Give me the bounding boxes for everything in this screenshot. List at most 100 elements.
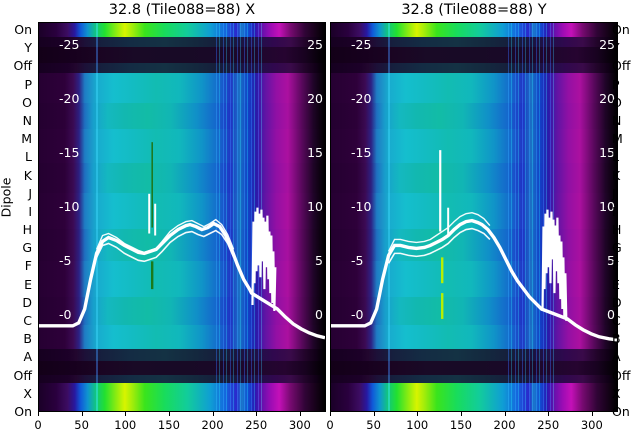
plot-area-y <box>331 23 617 411</box>
dipole-label-n: N <box>612 112 622 128</box>
trace-secondary <box>387 211 491 252</box>
dipole-label-on: On <box>14 22 32 37</box>
noise-streak-single <box>388 23 391 411</box>
panel-title-right: 32.8 (Tile088=88) Y <box>401 2 547 18</box>
dipole-label-h: H <box>612 222 622 238</box>
dipole-label-a: A <box>23 349 32 365</box>
dipole-label-off: Off <box>13 58 32 74</box>
trace-noise-burst <box>251 207 277 312</box>
heatmap-row <box>331 375 617 383</box>
heatmap-row <box>331 229 617 261</box>
ytick-label-right: 10 <box>307 199 323 214</box>
heatmap-row <box>331 325 617 349</box>
ytick-label: - 10 <box>351 199 372 214</box>
heatmap-row <box>39 129 325 163</box>
ytick-label-right: 25 <box>599 37 615 52</box>
x-tick-mark <box>168 412 170 416</box>
heatmap-row <box>331 23 617 37</box>
heatmap-row <box>39 103 325 129</box>
dipole-label-a: A <box>612 349 621 365</box>
x-tick-label: 300 <box>288 418 311 432</box>
panel-title-left: 32.8 (Tile088=88) X <box>108 2 256 18</box>
ytick-label-right: 0 <box>607 307 615 322</box>
ytick-label: - 0 <box>351 307 364 322</box>
ytick-label: - 5 <box>59 253 72 268</box>
heatmap-row <box>331 37 617 47</box>
heatmap-row <box>39 47 325 63</box>
heatmap-row <box>331 361 617 375</box>
dipole-label-on: On <box>14 404 32 419</box>
trace-noise-burst <box>541 209 568 321</box>
dipole-label-o: O <box>22 94 32 110</box>
heatmap-row <box>331 47 617 63</box>
dipole-label-f: F <box>24 258 32 274</box>
dipole-label-d: D <box>612 294 622 310</box>
ytick-label: - 5 <box>351 253 364 268</box>
dipole-label-o: O <box>612 94 622 110</box>
dipole-label-m: M <box>21 131 32 147</box>
trace-overlay-y <box>331 150 617 342</box>
spectrogram-panel-x[interactable]: - 25 - 20 - 15 - 10 - 5 - 0 25 20 15 10 … <box>38 22 326 412</box>
x-tick-mark <box>373 412 375 416</box>
ytick-label: - 20 <box>351 91 372 106</box>
x-tick-label: 0 <box>34 418 42 432</box>
trace-main <box>39 221 325 340</box>
heatmap-row <box>331 103 617 129</box>
ytick-label-right: 15 <box>599 145 615 160</box>
ytick-label-right: 0 <box>315 307 323 322</box>
heatmap-row <box>39 349 325 361</box>
x-tick-label: 150 <box>449 418 472 432</box>
dipole-label-on: On <box>612 404 630 419</box>
dipole-label-y: Y <box>24 40 32 56</box>
x-axis-right: 0 50 100 150 200 250 300 <box>326 412 618 440</box>
heatmap-row <box>39 375 325 383</box>
ytick-label: - 15 <box>59 145 80 160</box>
x-tick-mark <box>591 412 593 416</box>
x-tick-label: 50 <box>74 418 89 432</box>
heatmap-row <box>331 383 617 411</box>
x-tick-mark <box>212 412 214 416</box>
heatmap-row <box>39 73 325 103</box>
dipole-label-d: D <box>22 294 32 310</box>
x-tick-mark <box>460 412 462 416</box>
dipole-label-g: G <box>612 240 622 256</box>
heatmap-row <box>39 23 325 37</box>
x-tick-mark <box>548 412 550 416</box>
heatmap-row <box>331 163 617 193</box>
dipole-label-b: B <box>612 331 621 347</box>
x-tick-label: 250 <box>537 418 560 432</box>
trace-main <box>331 218 617 342</box>
x-tick-label: 200 <box>201 418 224 432</box>
dipole-label-l: L <box>612 149 619 165</box>
dipole-axis-right: On Y Off P O N M L K J I H G F E D C B A Off X On <box>606 22 640 417</box>
trace-secondary <box>387 227 491 264</box>
dipole-label-c: C <box>612 313 621 329</box>
x-tick-label: 100 <box>406 418 429 432</box>
dipole-label-m: M <box>612 131 623 147</box>
ytick-label-right: 5 <box>607 253 615 268</box>
x-tick-label: 50 <box>366 418 381 432</box>
ytick-label-right: 20 <box>599 91 615 106</box>
dipole-label-off: Off <box>13 367 32 383</box>
x-tick-mark <box>81 412 83 416</box>
dipole-label-b: B <box>23 331 32 347</box>
heatmap-row <box>39 361 325 375</box>
heatmap-row <box>331 63 617 73</box>
dipole-label-x: X <box>23 385 32 401</box>
dipole-label-x: X <box>612 385 621 401</box>
heatmap-row <box>39 37 325 47</box>
x-tick-mark <box>125 412 127 416</box>
ytick-label: - 25 <box>59 37 80 52</box>
spectrogram-panel-y[interactable]: - 25 - 20 - 15 - 10 - 5 - 0 25 20 15 10 … <box>330 22 618 412</box>
x-tick-label: 250 <box>245 418 268 432</box>
dipole-axis-left: Dipole On Y Off P O N M L K J I H G F E D C B A Off X On <box>0 22 36 417</box>
ytick-label: - 10 <box>59 199 80 214</box>
dipole-label-n: N <box>22 112 32 128</box>
trace-secondary <box>95 229 235 263</box>
dipole-label-off: Off <box>612 58 631 74</box>
dipole-label-p: P <box>612 76 620 92</box>
trace-overlay-x <box>39 142 325 340</box>
heatmap-row <box>331 349 617 361</box>
dipole-label-f: F <box>612 258 620 274</box>
